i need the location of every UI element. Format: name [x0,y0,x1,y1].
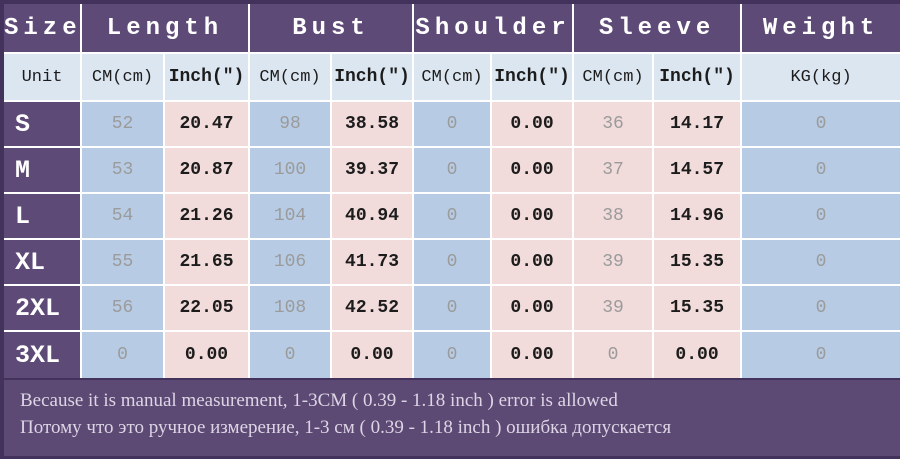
value-cell: 0 [414,194,493,240]
unit-weight-kg: KG(kg) [742,54,900,102]
size-label-xl: XL [4,240,82,286]
value-cell: 0 [574,332,655,378]
value-cell: 54 [82,194,165,240]
table-row: 2XL 56 22.05 108 42.52 0 0.00 39 15.35 0 [4,286,900,332]
value-cell: 0.00 [332,332,415,378]
value-cell: 55 [82,240,165,286]
value-cell: 21.65 [165,240,251,286]
value-cell: 0.00 [492,240,575,286]
col-header-weight: Weight [742,4,900,54]
value-cell: 0.00 [492,332,575,378]
value-cell: 20.87 [165,148,251,194]
table-row: 3XL 0 0.00 0 0.00 0 0.00 0 0.00 0 [4,332,900,378]
value-cell: 52 [82,102,165,148]
value-cell: 0 [414,286,493,332]
col-header-bust: Bust [250,4,415,54]
unit-sleeve-inch: Inch(″) [654,54,743,102]
note-line-en: Because it is manual measurement, 1-3CM … [20,390,618,411]
col-header-length: Length [82,4,251,54]
value-cell: 0.00 [165,332,251,378]
value-cell: 0 [742,194,900,240]
value-cell: 39.37 [332,148,415,194]
size-label-m: M [4,148,82,194]
col-header-shoulder: Shoulder [414,4,575,54]
value-cell: 42.52 [332,286,415,332]
note-line-ru: Потому что это ручное измерение, 1-3 см … [20,417,672,438]
value-cell: 0 [742,240,900,286]
col-header-sleeve: Sleeve [574,4,743,54]
col-header-size: Size [4,4,82,54]
value-cell: 0.00 [492,194,575,240]
value-cell: 0 [414,102,493,148]
value-cell: 0.00 [654,332,743,378]
unit-sleeve-cm: CM(cm) [574,54,655,102]
value-cell: 0 [82,332,165,378]
size-rows: S 52 20.47 98 38.58 0 0.00 36 14.17 0 M 53 20.87 100 3… [4,102,900,378]
value-cell: 0.00 [492,286,575,332]
value-cell: 39 [574,286,655,332]
unit-bust-cm: CM(cm) [250,54,333,102]
value-cell: 21.26 [165,194,251,240]
value-cell: 53 [82,148,165,194]
table-row: L 54 21.26 104 40.94 0 0.00 38 14.96 0 [4,194,900,240]
value-cell: 41.73 [332,240,415,286]
value-cell: 37 [574,148,655,194]
value-cell: 0.00 [492,102,575,148]
value-cell: 14.96 [654,194,743,240]
table-row: S 52 20.47 98 38.58 0 0.00 36 14.17 0 [4,102,900,148]
value-cell: 0 [414,240,493,286]
value-cell: 0 [742,286,900,332]
size-label-l: L [4,194,82,240]
size-chart-table: Size Length Bust Shoulder Sleeve Weight … [4,4,900,378]
value-cell: 14.57 [654,148,743,194]
value-cell: 98 [250,102,333,148]
value-cell: 0 [742,332,900,378]
value-cell: 100 [250,148,333,194]
unit-shoulder-cm: CM(cm) [414,54,493,102]
value-cell: 108 [250,286,333,332]
table-row: XL 55 21.65 106 41.73 0 0.00 39 15.35 0 [4,240,900,286]
unit-label: Unit [4,54,82,102]
value-cell: 0 [414,148,493,194]
value-cell: 38.58 [332,102,415,148]
notes-footer: Because it is manual measurement, 1-3CM … [4,378,900,459]
value-cell: 39 [574,240,655,286]
value-cell: 15.35 [654,240,743,286]
size-label-2xl: 2XL [4,286,82,332]
value-cell: 15.35 [654,286,743,332]
unit-row: Unit CM(cm) Inch(″) CM(cm) Inch(″) CM(cm… [4,54,900,102]
value-cell: 0.00 [492,148,575,194]
value-cell: 0 [250,332,333,378]
unit-length-inch: Inch(″) [165,54,251,102]
size-label-s: S [4,102,82,148]
value-cell: 22.05 [165,286,251,332]
value-cell: 40.94 [332,194,415,240]
value-cell: 38 [574,194,655,240]
unit-length-cm: CM(cm) [82,54,165,102]
value-cell: 20.47 [165,102,251,148]
value-cell: 56 [82,286,165,332]
table-row: M 53 20.87 100 39.37 0 0.00 37 14.57 0 [4,148,900,194]
unit-shoulder-inch: Inch(″) [492,54,575,102]
value-cell: 104 [250,194,333,240]
value-cell: 0 [742,102,900,148]
value-cell: 14.17 [654,102,743,148]
value-cell: 0 [414,332,493,378]
value-cell: 0 [742,148,900,194]
unit-bust-inch: Inch(″) [332,54,415,102]
header-row: Size Length Bust Shoulder Sleeve Weight [4,4,900,54]
value-cell: 106 [250,240,333,286]
value-cell: 36 [574,102,655,148]
size-label-3xl: 3XL [4,332,82,378]
